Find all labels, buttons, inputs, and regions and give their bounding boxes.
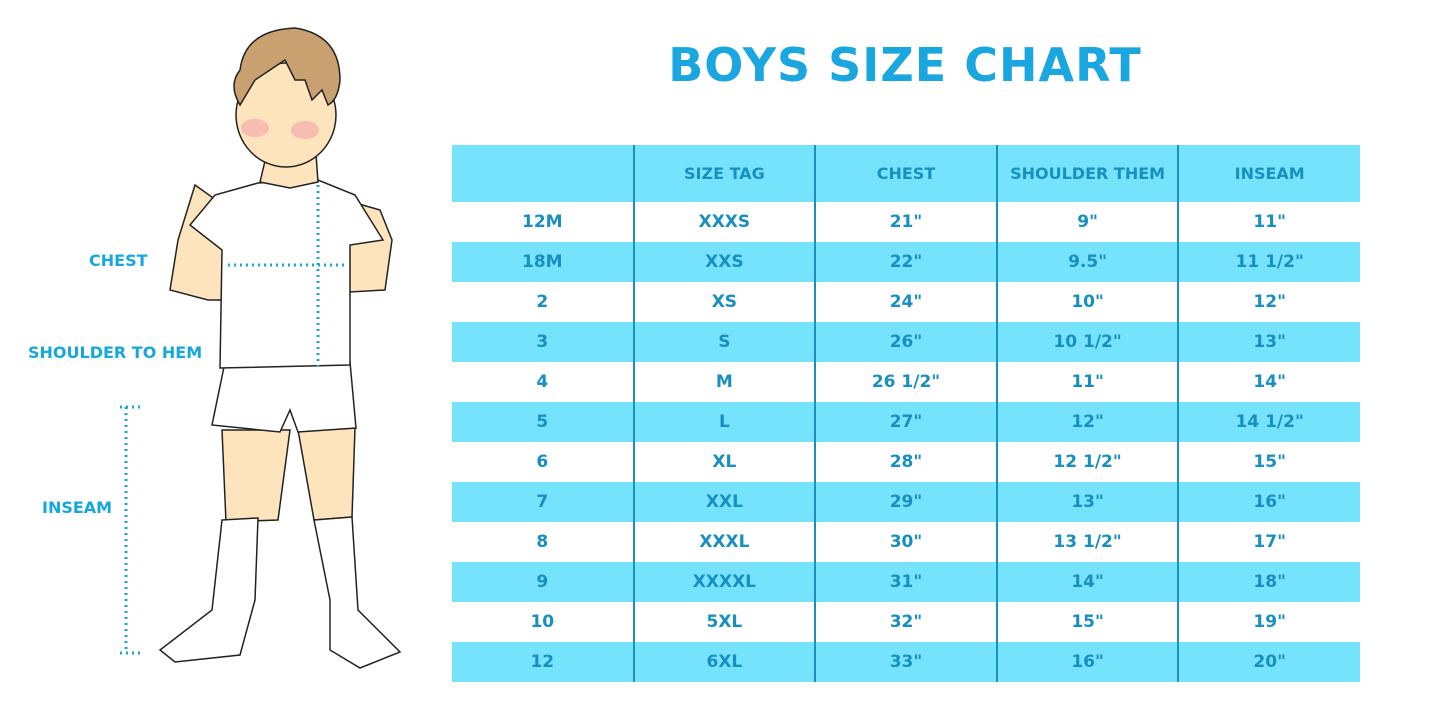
- table-row: 18M XXS 22" 9.5" 11 1/2": [452, 242, 1360, 282]
- cell-shoulder: 15": [995, 602, 1179, 642]
- cell-size-tag: XXL: [632, 482, 816, 522]
- table-row: 2 XS 24" 10" 12": [452, 282, 1360, 322]
- header-inseam: INSEAM: [1177, 145, 1360, 202]
- chest-label: CHEST: [89, 251, 148, 270]
- shoulder-to-hem-label: SHOULDER TO HEM: [28, 343, 203, 362]
- table-row: 10 5XL 32" 15" 19": [452, 602, 1360, 642]
- table-row: 4 M 26 1/2" 11" 14": [452, 362, 1360, 402]
- cell-size-tag: XXXS: [632, 202, 816, 242]
- cell-inseam: 12": [1177, 282, 1360, 322]
- cell-size-tag: XS: [632, 282, 816, 322]
- header-chest: CHEST: [814, 145, 997, 202]
- cell-age: 10: [530, 612, 555, 632]
- cell-shoulder: 9.5": [995, 242, 1179, 282]
- cell-age: 2: [536, 292, 549, 312]
- cell-age: 9: [452, 562, 634, 602]
- left-leg: [221, 429, 291, 523]
- cell-chest: 24": [814, 282, 997, 322]
- cell-inseam: 20": [1177, 642, 1360, 682]
- header-row: SIZE TAG CHEST SHOULDER THEM INSEAM: [452, 145, 1360, 202]
- table-row: 12M XXXS 21" 9" 11": [452, 202, 1360, 242]
- cell-age: 12M: [522, 212, 563, 232]
- cell-size-tag: XXXL: [632, 522, 816, 562]
- cell-inseam: 15": [1177, 442, 1360, 482]
- cell-age: 3: [452, 322, 634, 362]
- cell-shoulder: 9": [995, 202, 1179, 242]
- shorts: [211, 361, 357, 433]
- table-row: 6 XL 28" 12 1/2" 15": [452, 442, 1360, 482]
- table-row: 8 XXXL 30" 13 1/2" 17": [452, 522, 1360, 562]
- table-row: 3 S 26" 10 1/2" 13": [452, 322, 1360, 362]
- cell-size-tag: 5XL: [632, 602, 816, 642]
- cell-chest: 33": [814, 642, 997, 682]
- cell-chest: 32": [814, 602, 997, 642]
- cell-age: 6: [536, 452, 549, 472]
- cell-shoulder: 12": [995, 402, 1179, 442]
- cell-chest: 21": [814, 202, 997, 242]
- size-table: SIZE TAG CHEST SHOULDER THEM INSEAM 12M X…: [452, 145, 1360, 682]
- table-row: 9 XXXXL 31" 14" 18": [452, 562, 1360, 602]
- right-sock: [313, 516, 402, 669]
- header-age: [452, 145, 634, 202]
- cell-shoulder: 14": [995, 562, 1179, 602]
- boy-illustration: [120, 27, 402, 669]
- cell-size-tag: M: [632, 362, 816, 402]
- cell-chest: 30": [814, 522, 997, 562]
- cell-chest: 31": [814, 562, 997, 602]
- cell-inseam: 13": [1177, 322, 1360, 362]
- cell-shoulder: 16": [995, 642, 1179, 682]
- table-row: 12 6XL 33" 16" 20": [452, 642, 1360, 682]
- cell-inseam: 16": [1177, 482, 1360, 522]
- cell-size-tag: S: [632, 322, 816, 362]
- cell-inseam: 17": [1177, 522, 1360, 562]
- cell-chest: 22": [814, 242, 997, 282]
- cell-shoulder: 13 1/2": [995, 522, 1179, 562]
- cell-shoulder: 10 1/2": [995, 322, 1179, 362]
- cell-chest: 26 1/2": [814, 362, 997, 402]
- page-title: BOYS SIZE CHART: [668, 38, 1142, 92]
- cell-inseam: 14 1/2": [1177, 402, 1360, 442]
- cell-inseam: 19": [1177, 602, 1360, 642]
- cell-inseam: 11": [1177, 202, 1360, 242]
- cell-inseam: 18": [1177, 562, 1360, 602]
- table-row: 7 XXL 29" 13" 16": [452, 482, 1360, 522]
- right-leg: [297, 427, 356, 521]
- cell-age: 8: [536, 532, 549, 552]
- cell-size-tag: 6XL: [632, 642, 816, 682]
- cell-shoulder: 11": [995, 362, 1179, 402]
- left-sock: [158, 517, 259, 663]
- cell-size-tag: XL: [632, 442, 816, 482]
- cell-chest: 29": [814, 482, 997, 522]
- cell-chest: 28": [814, 442, 997, 482]
- cell-size-tag: XXS: [632, 242, 816, 282]
- cell-size-tag: L: [632, 402, 816, 442]
- cell-shoulder: 13": [995, 482, 1179, 522]
- inseam-label: INSEAM: [42, 498, 113, 517]
- table-row: 5 L 27" 12" 14 1/2": [452, 402, 1360, 442]
- shirt: [188, 179, 385, 369]
- cell-shoulder: 12 1/2": [995, 442, 1179, 482]
- cell-age: 12: [452, 642, 634, 682]
- cell-size-tag: XXXXL: [632, 562, 816, 602]
- cell-chest: 27": [814, 402, 997, 442]
- header-shoulder: SHOULDER THEM: [995, 145, 1179, 202]
- cell-age: 4: [536, 372, 549, 392]
- cell-chest: 26": [814, 322, 997, 362]
- cell-age: 5: [452, 402, 634, 442]
- cell-inseam: 14": [1177, 362, 1360, 402]
- hair: [233, 27, 341, 107]
- header-size-tag: SIZE TAG: [632, 145, 816, 202]
- cell-age: 18M: [452, 242, 634, 282]
- cell-inseam: 11 1/2": [1177, 242, 1360, 282]
- cell-shoulder: 10": [995, 282, 1179, 322]
- cell-age: 7: [452, 482, 634, 522]
